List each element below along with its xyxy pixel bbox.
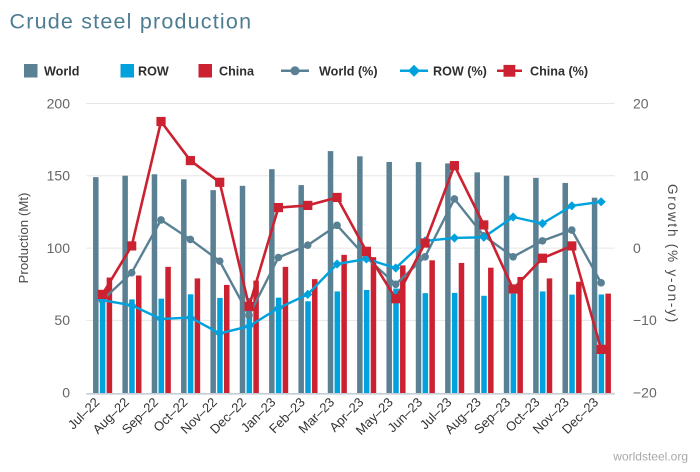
svg-text:−10: −10	[633, 312, 657, 328]
svg-text:100: 100	[47, 240, 71, 256]
svg-text:ROW: ROW	[138, 65, 169, 79]
svg-text:worldsteel.org: worldsteel.org	[612, 450, 688, 464]
svg-text:10: 10	[633, 168, 649, 184]
svg-text:20: 20	[633, 95, 649, 111]
svg-text:Growth (% y-on-y): Growth (% y-on-y)	[665, 184, 680, 324]
svg-text:0: 0	[633, 240, 641, 256]
svg-text:50: 50	[54, 312, 70, 328]
svg-text:Crude steel production: Crude steel production	[10, 10, 253, 34]
svg-text:ROW (%): ROW (%)	[433, 65, 487, 79]
svg-text:0: 0	[62, 385, 70, 401]
svg-text:150: 150	[47, 168, 71, 184]
svg-text:−20: −20	[633, 385, 657, 401]
svg-text:200: 200	[47, 95, 71, 111]
svg-text:World: World	[44, 65, 79, 79]
svg-text:China (%): China (%)	[530, 65, 588, 79]
svg-text:World (%): World (%)	[319, 65, 378, 79]
svg-text:Production (Mt): Production (Mt)	[16, 193, 31, 284]
svg-text:China: China	[219, 65, 255, 79]
